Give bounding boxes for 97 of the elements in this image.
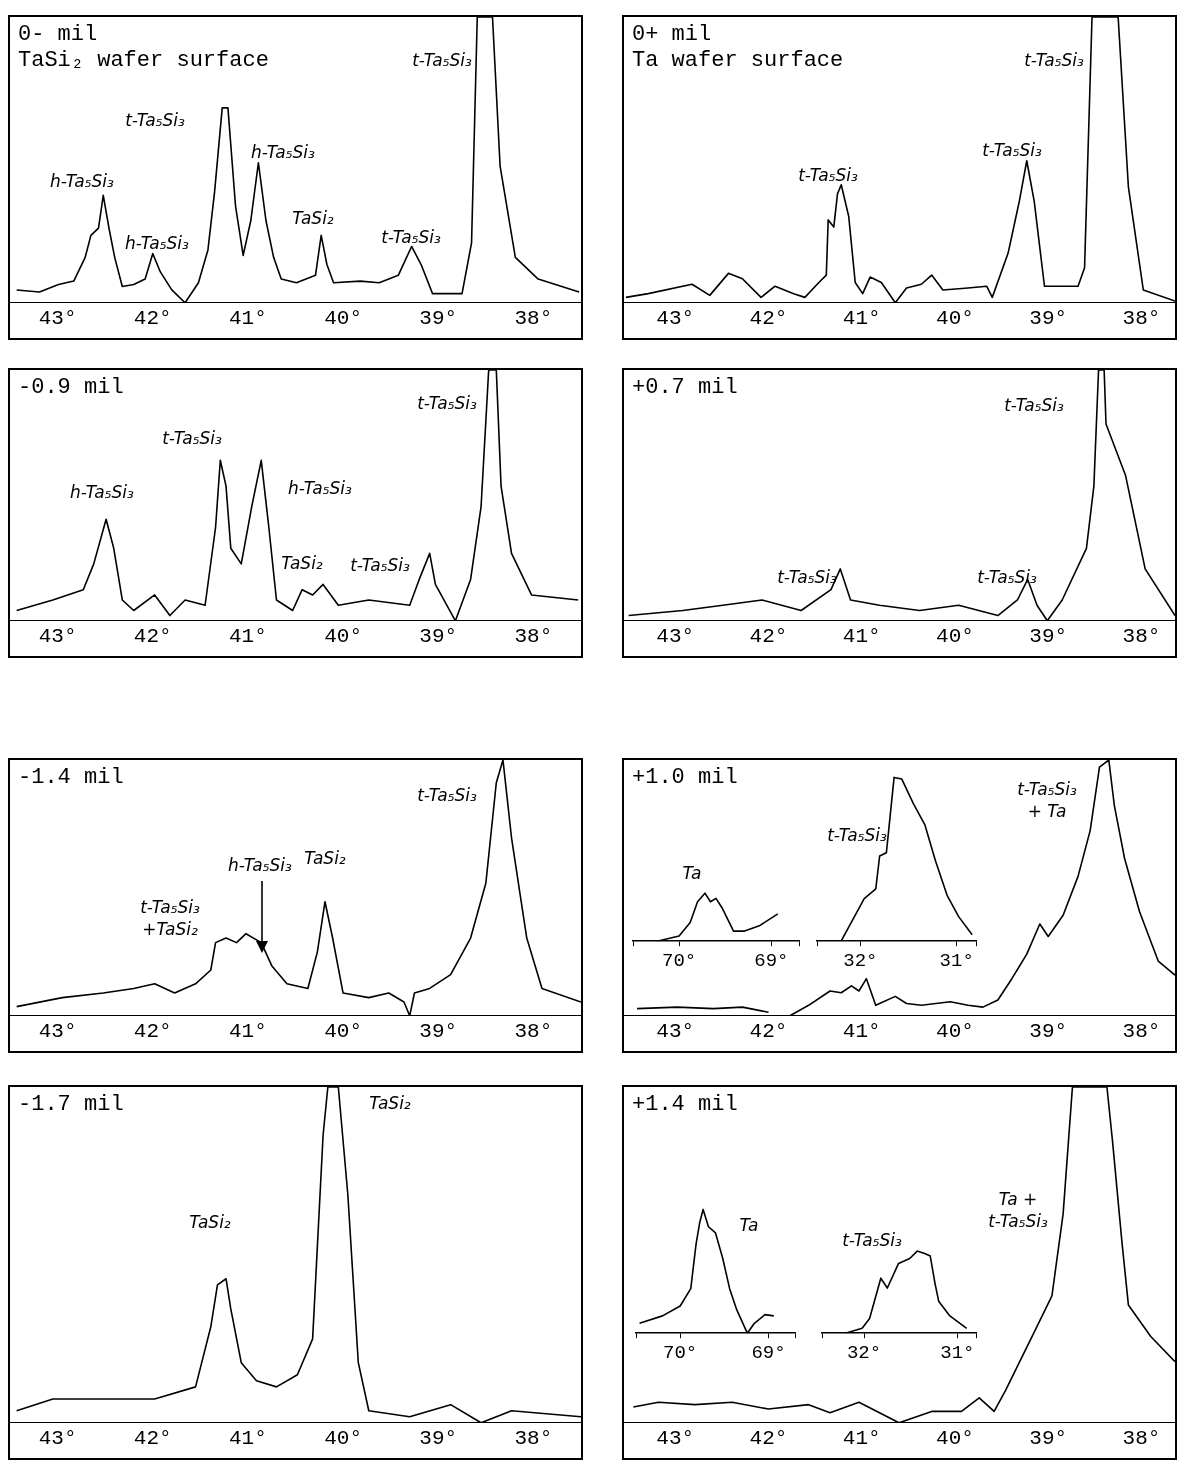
x-tick-label: 31° [939,949,974,972]
chart-title: -1.7 mil [18,1091,124,1117]
x-tick-label: 41° [842,306,881,330]
annotation: h-Ta₅Si₃ [70,482,135,503]
annotation: Ta [739,1215,759,1236]
chart-title: +1.4 mil [632,1091,738,1117]
text: TaSi₂ wafer surface [18,47,269,73]
x-tick-label: 39° [419,1019,458,1043]
chart-title: +1.0 mil [632,764,738,790]
x-tick-label: 40° [936,624,974,648]
x-tick-label: 40° [324,1019,362,1043]
x-tick-label: 32° [843,949,878,972]
x-tick-label: 41° [229,1019,267,1043]
x-tick-label: 43° [38,1019,77,1043]
x-tick-label: 43° [656,306,695,330]
annotation: h-Ta₅Si₃ [125,233,190,254]
x-tick-label: 42° [749,624,788,648]
annotation: t-Ta₅Si₃ [417,393,478,414]
chart-title: -1.4 mil [18,764,124,790]
annotation: Ta [682,863,702,884]
chart-title: -0.9 mil [18,374,124,400]
x-tick-label: 41° [229,624,267,648]
annotation: Ta + t-Ta₅Si₃ [988,1189,1049,1232]
x-tick-label: 43° [38,306,77,330]
x-tick-label: 38° [1122,306,1161,330]
annotation: t-Ta₅Si₃ [827,825,888,846]
annotation: h-Ta₅Si₃ [288,478,353,499]
x-tick-label: 38° [514,1019,553,1043]
x-tick-label: 40° [936,1426,974,1450]
x-tick-label: 39° [1029,1019,1068,1043]
x-tick-label: 40° [936,1019,974,1043]
x-tick-label: 42° [133,1426,172,1450]
annotation: t-Ta₅Si₃ [777,567,838,588]
x-tick-label: 43° [656,1019,695,1043]
x-tick-label: 41° [842,624,881,648]
annotation: t-Ta₅Si₃ [798,165,859,186]
text: Ta wafer surface [632,47,844,73]
annotation: t-Ta₅Si₃ [842,1230,903,1251]
x-tick-label: 40° [324,624,362,648]
annotation: t-Ta₅Si₃ +TaSi₂ [140,897,201,940]
annotation: TaSi₂ [281,553,323,574]
annotation: t-Ta₅Si₃ [350,555,411,576]
x-tick-label: 41° [229,1426,267,1450]
annotation: t-Ta₅Si₃ [417,785,478,806]
x-tick-label: 70° [662,949,697,972]
x-tick-label: 43° [656,1426,695,1450]
x-tick-label: 42° [749,306,788,330]
x-tick-label: 40° [324,1426,362,1450]
annotation: h-Ta₅Si₃ [251,142,316,163]
x-tick-label: 42° [133,624,172,648]
x-tick-label: 41° [842,1019,881,1043]
annotation: t-Ta₅Si₃ [982,140,1043,161]
x-tick-label: 70° [663,1341,698,1364]
annotation: t-Ta₅Si₃ [125,110,186,131]
annotation: t-Ta₅Si₃ [977,567,1038,588]
annotation: TaSi₂ [304,848,346,869]
x-tick-label: 41° [842,1426,881,1450]
x-tick-label: 43° [38,624,77,648]
x-tick-label: 40° [936,306,974,330]
x-tick-label: 39° [419,1426,458,1450]
x-tick-label: 38° [514,1426,553,1450]
x-tick-label: 42° [133,1019,172,1043]
x-tick-label: 69° [751,1341,786,1364]
annotation: t-Ta₅Si₃ [412,50,473,71]
annotation: TaSi₂ [292,208,334,229]
x-tick-label: 43° [656,624,695,648]
x-tick-label: 39° [1029,624,1068,648]
x-tick-label: 69° [754,949,789,972]
x-tick-label: 40° [324,306,362,330]
annotation: h-Ta₅Si₃ [50,171,115,192]
x-tick-label: 42° [749,1426,788,1450]
x-tick-label: 38° [514,306,553,330]
x-tick-label: 39° [1029,1426,1068,1450]
chart-title: +0.7 mil [632,374,738,400]
annotation: h-Ta₅Si₃ [228,855,293,876]
x-tick-label: 38° [1122,1019,1161,1043]
x-tick-label: 41° [229,306,267,330]
annotation: t-Ta₅Si₃ [381,227,442,248]
x-tick-label: 43° [38,1426,77,1450]
annotation: TaSi₂ [369,1093,411,1114]
annotation: TaSi₂ [189,1212,231,1233]
annotation: t-Ta₅Si₃ [1004,395,1065,416]
x-tick-label: 42° [749,1019,788,1043]
x-tick-label: 31° [940,1341,975,1364]
x-tick-label: 39° [419,624,458,648]
x-tick-label: 39° [419,306,458,330]
chart-title: 0- mil [18,21,98,47]
x-tick-label: 42° [133,306,172,330]
annotation: t-Ta₅Si₃ [1024,50,1085,71]
x-tick-label: 38° [1122,1426,1161,1450]
annotation: t-Ta₅Si₃ + Ta [1017,779,1078,822]
chart-title: 0+ mil [632,21,712,47]
x-tick-label: 32° [846,1341,882,1364]
x-tick-label: 38° [514,624,553,648]
x-tick-label: 38° [1122,624,1161,648]
annotation: t-Ta₅Si₃ [162,428,223,449]
x-tick-label: 39° [1029,306,1068,330]
